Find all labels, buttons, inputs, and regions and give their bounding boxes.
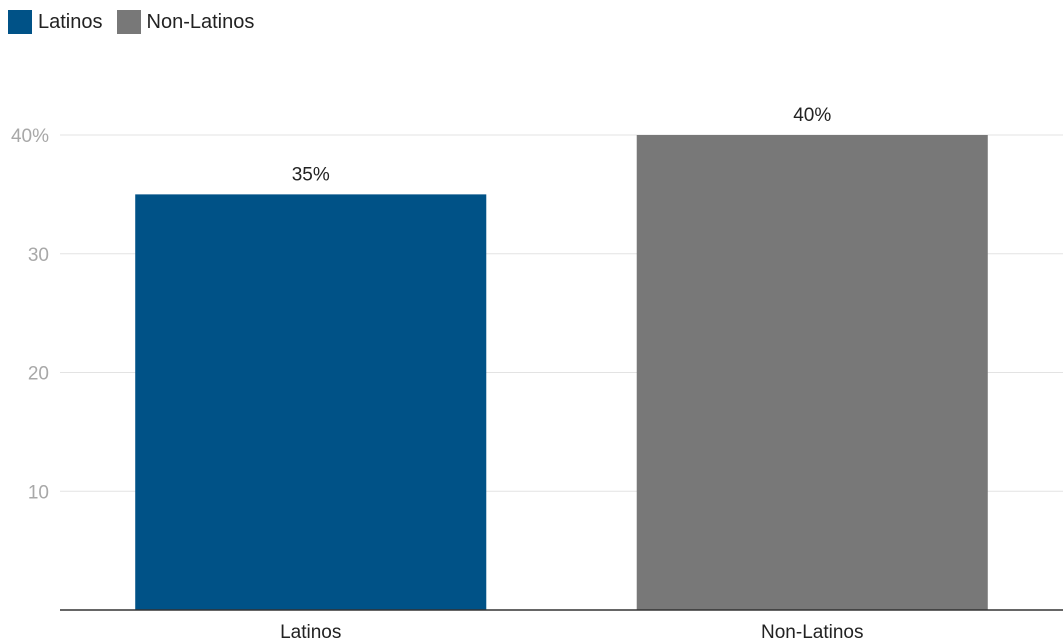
legend-item-latinos: Latinos [8,10,103,34]
y-tick-label: 10 [28,482,49,503]
legend-item-non-latinos: Non-Latinos [116,10,255,34]
legend-label-non-latinos: Non-Latinos [146,10,255,33]
legend-swatch-non-latinos [116,10,141,34]
x-tick-label: Non-Latinos [761,622,863,641]
bar [636,135,988,610]
legend: Latinos Non-Latinos [8,10,254,34]
legend-swatch-latinos [8,10,32,34]
data-label: 40% [793,105,831,126]
y-tick-label: 40% [11,126,49,147]
bar [135,194,487,610]
y-tick-label: 20 [28,364,49,385]
y-tick-label: 30 [28,245,49,266]
data-label: 35% [292,164,330,185]
x-tick-label: Latinos [280,622,341,641]
legend-label-latinos: Latinos [38,10,103,33]
